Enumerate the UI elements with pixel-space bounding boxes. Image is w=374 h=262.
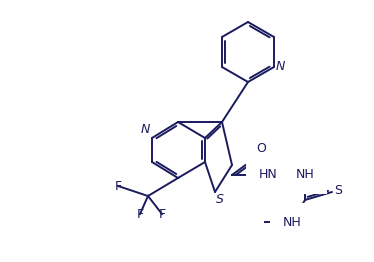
Text: F: F <box>137 208 144 221</box>
Text: F: F <box>114 179 122 193</box>
Text: O: O <box>256 142 266 155</box>
Text: NH: NH <box>295 168 315 182</box>
Text: F: F <box>159 208 166 221</box>
Text: S: S <box>334 184 342 198</box>
Text: N: N <box>141 123 150 136</box>
Text: HN: HN <box>259 168 278 182</box>
Text: S: S <box>216 193 224 206</box>
Text: N: N <box>276 61 285 74</box>
Text: NH: NH <box>283 216 301 228</box>
